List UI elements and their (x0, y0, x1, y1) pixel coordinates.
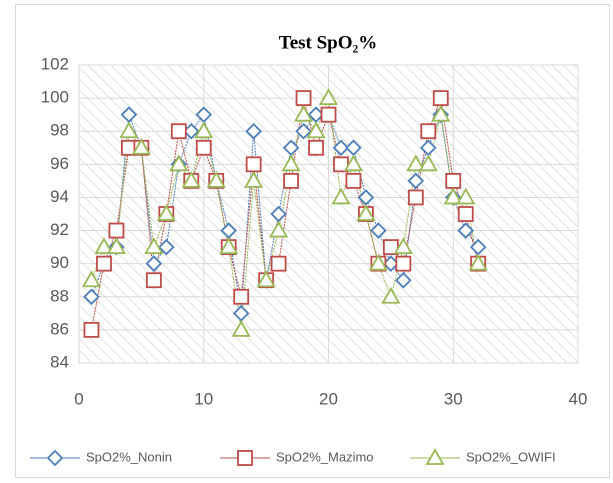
point (320, 106, 337, 123)
point (368, 253, 388, 271)
y-tick-label: 100 (41, 88, 69, 107)
point (308, 139, 324, 156)
point (195, 139, 212, 156)
point (256, 270, 276, 288)
point (194, 121, 214, 139)
y-tick-label: 96 (50, 154, 69, 173)
point (457, 222, 474, 239)
point (270, 255, 287, 272)
point (281, 154, 301, 172)
point (119, 121, 139, 139)
point (345, 172, 362, 189)
point (206, 171, 226, 188)
chart-title: Test SpO₂% (279, 32, 377, 53)
point (457, 206, 474, 222)
x-tick-label: 30 (444, 389, 463, 408)
point (283, 172, 299, 189)
point (356, 204, 376, 221)
point (131, 137, 151, 155)
point (395, 255, 412, 272)
point (295, 90, 312, 107)
point (432, 90, 449, 107)
point (445, 172, 462, 189)
legend-label: SpO2%_Mazimo (276, 449, 374, 464)
point (83, 321, 100, 338)
y-tick-label: 88 (50, 286, 69, 305)
point (231, 320, 251, 337)
point (418, 154, 438, 172)
point (420, 123, 437, 140)
y-tick-label: 92 (50, 220, 69, 239)
y-tick-label: 94 (50, 187, 69, 206)
point (443, 187, 463, 205)
x-tick-label: 10 (194, 389, 213, 408)
y-tick-label: 84 (50, 352, 69, 371)
point (108, 222, 125, 239)
y-tick-label: 98 (50, 121, 69, 140)
point (145, 255, 163, 272)
point (170, 123, 187, 140)
point (106, 237, 126, 255)
point (181, 171, 201, 188)
point (406, 154, 426, 172)
point (156, 204, 176, 221)
y-tick-label: 90 (50, 253, 69, 272)
point (96, 255, 112, 272)
x-tick-label: 40 (569, 389, 588, 408)
point (293, 104, 314, 122)
x-tick-label: 0 (74, 389, 83, 408)
point (158, 238, 175, 256)
point (468, 253, 488, 271)
point (269, 220, 289, 238)
point (145, 272, 162, 289)
point (219, 237, 239, 255)
point (233, 288, 250, 305)
point (81, 270, 102, 288)
legend-label: SpO2%_OWIFI (466, 449, 556, 464)
point (431, 104, 451, 122)
point (407, 189, 424, 206)
legend-marker (425, 448, 445, 465)
point (295, 122, 312, 140)
point (332, 139, 350, 157)
point (244, 171, 264, 188)
point (370, 222, 387, 239)
point (245, 156, 262, 173)
point (83, 288, 100, 306)
point (245, 122, 262, 140)
point (393, 237, 413, 255)
point (144, 237, 164, 255)
point (381, 286, 401, 304)
point (94, 237, 114, 255)
point (306, 121, 326, 139)
point (331, 187, 351, 205)
y-tick-label: 102 (41, 54, 69, 73)
legend-label: SpO2%_Nonin (86, 449, 172, 464)
point (407, 172, 425, 190)
point (343, 154, 364, 172)
point (456, 187, 476, 205)
point (318, 88, 339, 106)
legend-marker (237, 450, 253, 466)
point (169, 154, 189, 172)
legend-marker (46, 449, 64, 467)
point (395, 271, 412, 289)
y-tick-label: 86 (50, 319, 69, 338)
x-tick-label: 20 (319, 389, 338, 408)
